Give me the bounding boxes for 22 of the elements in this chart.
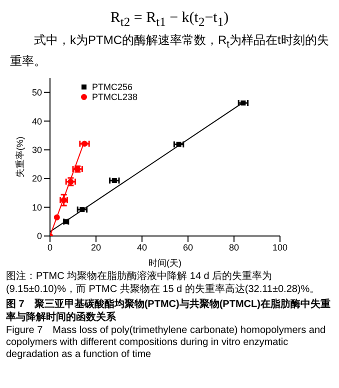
y-tick-label: 40 [32, 116, 42, 127]
x-axis-title: 时间(天) [148, 258, 182, 268]
x-tick-label: 0 [47, 242, 53, 253]
x-tick-label: 20 [90, 242, 102, 253]
x-tick-label: 40 [136, 242, 148, 253]
legend-label: PTMC256 [92, 82, 133, 92]
x-tick-label: 60 [182, 242, 194, 253]
text: 图注：PTMC 均聚物在脂肪酶溶液中降解 14 d 后的失重率为(9.15±0.10)%，而 PTMC 共聚物在 15 d 的失重率高达(32.11±0.28)%。 [5, 270, 321, 296]
y-tick-label: 10 [32, 202, 42, 213]
y-axis-title: 失重率(%) [15, 136, 26, 178]
text: 式中，k为PTMC的酶解速率常数，R$_{t}$为样品在t时刻的失重率。 [10, 33, 329, 68]
text: 图 7 聚三亚甲基碳酸酯均聚物(PTMC)与共聚物(PTMCL)在脂肪酶中失重率与降解时间的函数关系 [5, 298, 332, 324]
legend-label: PTMCL238 [92, 92, 138, 102]
text: Figure 7 Mass loss of poly(trimethylene carbonate) homopolymers and copolymers with different compositions during in vitro enzymatic degradation as a function of time [5, 324, 327, 362]
point [54, 214, 60, 221]
y-tick-label: 50 [32, 88, 42, 98]
x-tick-label: 100 [272, 242, 288, 253]
y-tick-label: 0 [36, 232, 42, 242]
y-tick-label: 20 [32, 174, 42, 184]
y-tick-label: 30 [32, 145, 42, 156]
text: R$_{t2}$ = R$_{t1}$ − k(t$_{2}$−t$_{1}$) [110, 10, 229, 29]
x-tick-label: 80 [228, 242, 240, 253]
